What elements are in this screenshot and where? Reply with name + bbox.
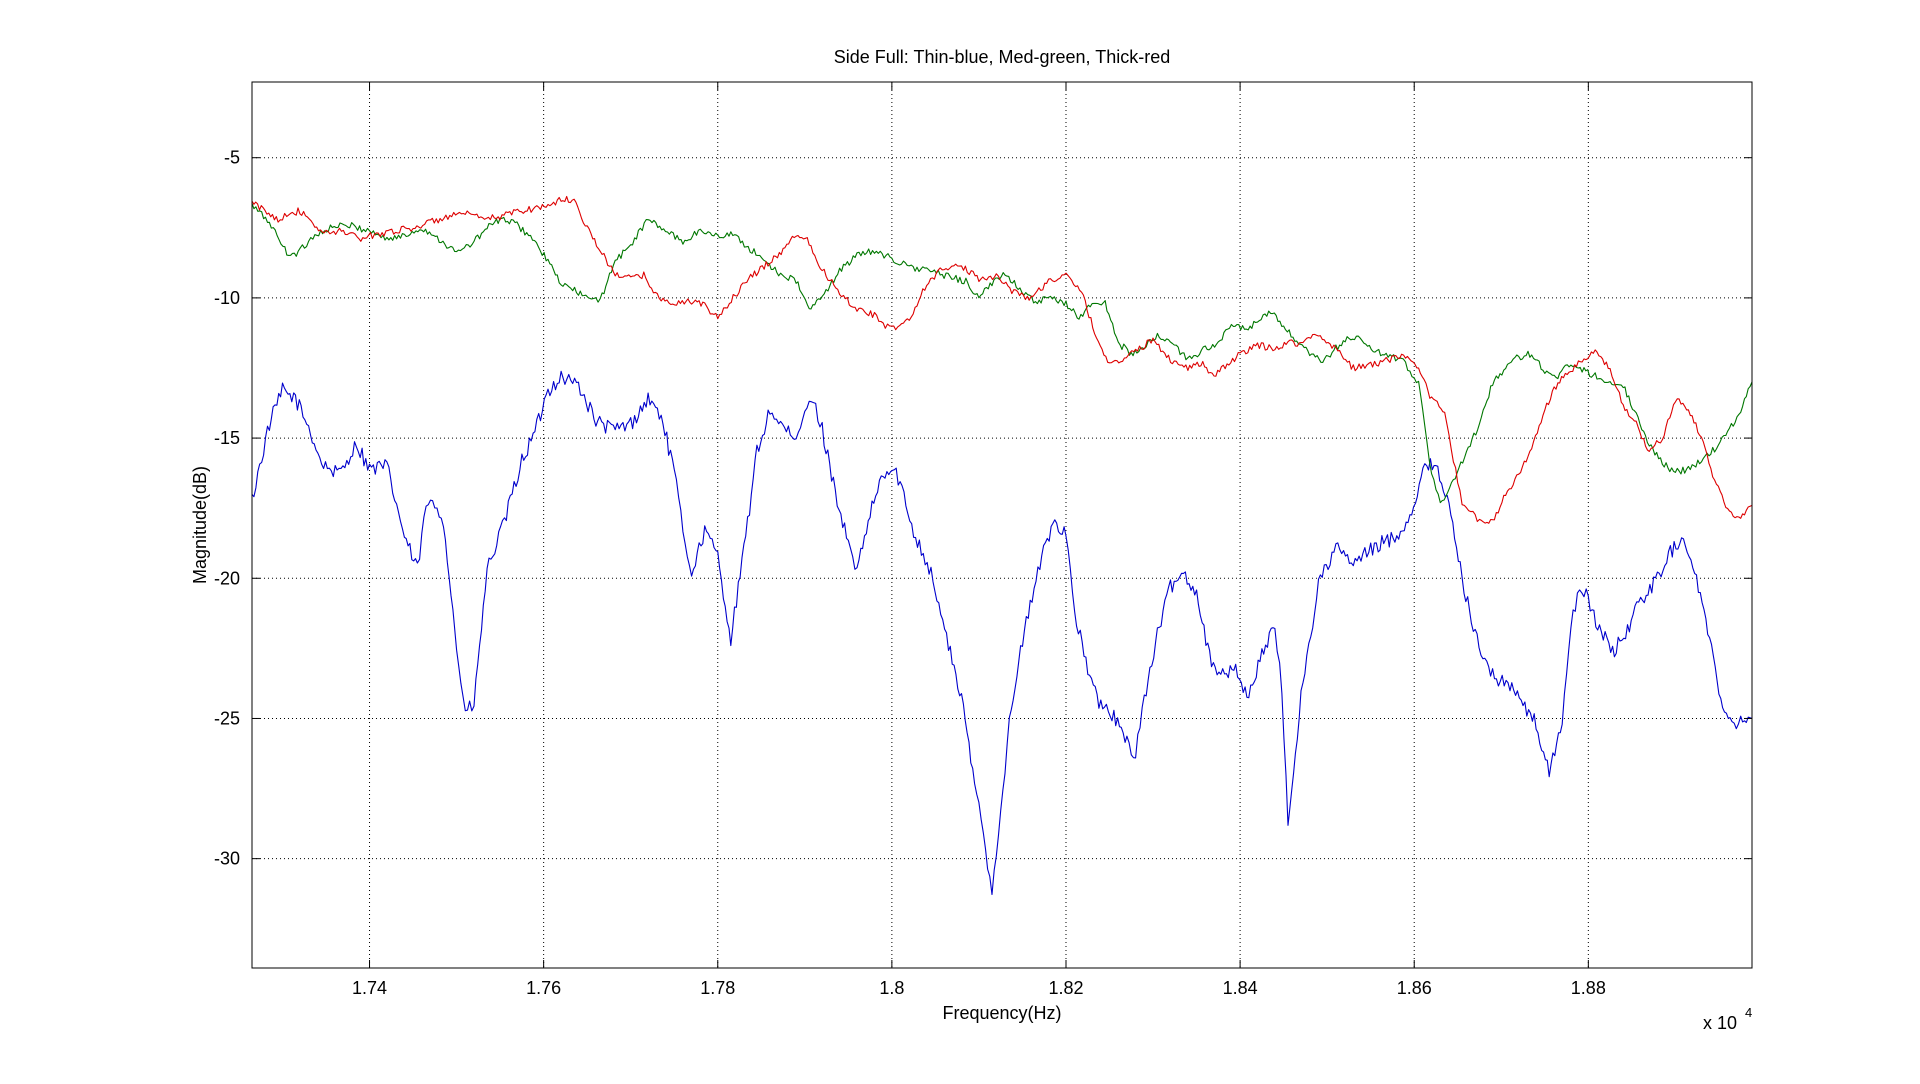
x-tick-label: 1.78 <box>700 978 735 998</box>
chart-title: Side Full: Thin-blue, Med-green, Thick-r… <box>834 47 1171 67</box>
x-tick-label: 1.82 <box>1048 978 1083 998</box>
x-tick-label: 1.8 <box>879 978 904 998</box>
y-axis-label: Magnitude(dB) <box>190 466 210 584</box>
x-tick-label: 1.86 <box>1397 978 1432 998</box>
y-tick-label: -15 <box>214 428 240 448</box>
y-tick-label: -20 <box>214 568 240 588</box>
axis-ticks: 1.74 1.76 1.78 1.8 1.82 1.84 1.86 1.88 -30 -25 -20… <box>214 82 1752 998</box>
plot-axes-box <box>251 81 1753 969</box>
x-tick-label: 1.88 <box>1571 978 1606 998</box>
x-tick-label: 1.76 <box>526 978 561 998</box>
x-axis-label: Frequency(Hz) <box>942 1003 1061 1023</box>
plot-series <box>252 195 1752 896</box>
x-tick-label: 1.84 <box>1223 978 1258 998</box>
x-tick-label: 1.74 <box>352 978 387 998</box>
y-tick-label: -5 <box>224 148 240 168</box>
y-tick-label: -30 <box>214 849 240 869</box>
x-exponent-label: x 10 <box>1703 1013 1737 1033</box>
series-red-line <box>252 195 1752 524</box>
series-blue-line <box>252 370 1752 896</box>
series-green-line <box>252 203 1752 504</box>
x-exponent-power: 4 <box>1745 1005 1752 1020</box>
y-tick-label: -10 <box>214 288 240 308</box>
y-tick-label: -25 <box>214 708 240 728</box>
